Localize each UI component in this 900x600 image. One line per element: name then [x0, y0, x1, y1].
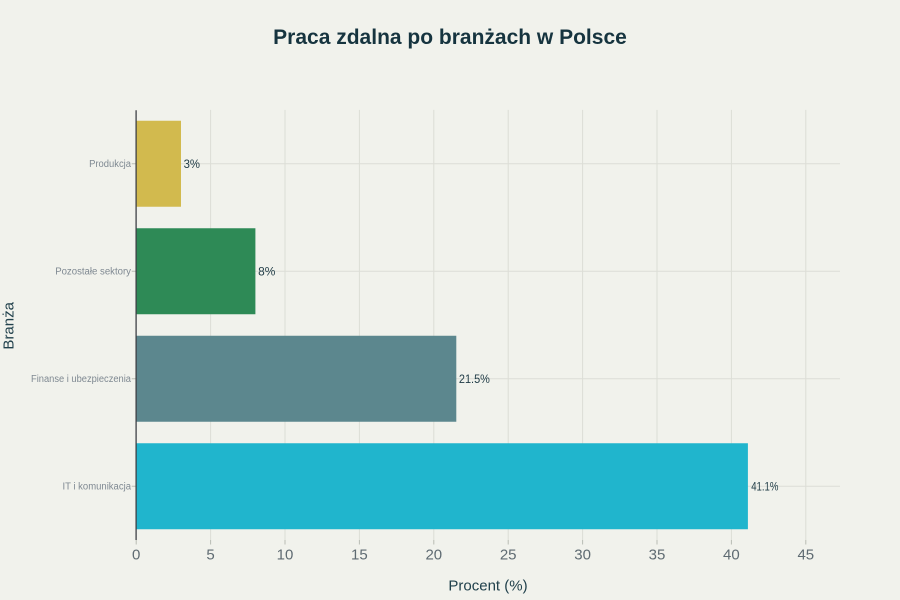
svg-text:25: 25	[500, 547, 517, 564]
svg-text:8%: 8%	[258, 265, 276, 279]
svg-text:Branża: Branża	[1, 301, 18, 349]
svg-text:20: 20	[425, 547, 442, 564]
svg-text:3%: 3%	[184, 157, 201, 171]
svg-text:15: 15	[351, 547, 368, 564]
svg-text:30: 30	[574, 547, 591, 564]
svg-text:40: 40	[723, 547, 740, 564]
svg-text:Pozostałe sektory: Pozostałe sektory	[55, 267, 131, 278]
svg-text:Praca zdalna po branżach w Pol: Praca zdalna po branżach w Polsce	[273, 26, 627, 49]
svg-text:45: 45	[797, 547, 814, 564]
svg-text:Produkcja: Produkcja	[89, 159, 131, 170]
svg-text:Procent (%): Procent (%)	[448, 578, 527, 595]
svg-text:IT i komunikacja: IT i komunikacja	[63, 482, 132, 493]
svg-text:21.5%: 21.5%	[459, 372, 490, 386]
svg-text:0: 0	[132, 547, 140, 564]
svg-text:10: 10	[277, 547, 294, 564]
svg-text:Finanse i ubezpieczenia: Finanse i ubezpieczenia	[31, 374, 131, 385]
svg-text:5: 5	[206, 547, 214, 564]
svg-text:41.1%: 41.1%	[751, 480, 778, 494]
svg-text:35: 35	[649, 547, 666, 564]
